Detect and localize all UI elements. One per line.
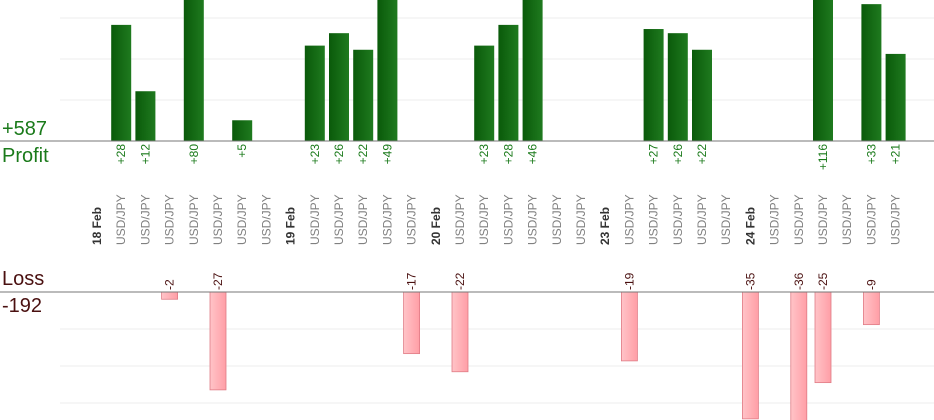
profit-bar — [232, 120, 253, 141]
loss-data-label: -36 — [792, 272, 806, 290]
loss-total: -192 — [2, 295, 43, 317]
category-label: USD/JPY — [501, 194, 515, 245]
profit-gridlines — [60, 17, 934, 101]
profit-data-label: +27 — [647, 144, 661, 165]
date-label: 19 Feb — [284, 207, 298, 245]
loss-bar — [209, 291, 227, 391]
profit-bar — [522, 0, 543, 141]
profit-data-label: +12 — [138, 144, 152, 165]
loss-data-label: -17 — [405, 272, 419, 290]
profit-bar — [861, 4, 882, 141]
loss-bar — [814, 291, 832, 384]
date-label: 23 Feb — [598, 207, 612, 245]
profit-bars — [111, 0, 906, 142]
date-label: 20 Feb — [429, 207, 443, 245]
loss-data-label: -9 — [864, 279, 878, 290]
loss-bar — [161, 291, 179, 300]
loss-data-labels: -2 -27 -17 -22 -19 -35 -36 -25 -9 — [163, 272, 879, 290]
profit-bar — [353, 49, 374, 141]
category-label: USD/JPY — [671, 194, 685, 245]
loss-label: Loss — [2, 268, 45, 290]
category-label: USD/JPY — [332, 194, 346, 245]
profit-data-labels: +28 +12 +80 +5 +23 +26 +22 +49 +23 +28 +46 +27 +26 +2… — [114, 144, 902, 170]
profit-data-label: +80 — [187, 144, 201, 165]
profit-bar — [329, 33, 349, 142]
category-label: USD/JPY — [816, 194, 830, 245]
category-label: USD/JPY — [768, 194, 782, 245]
profit-data-label: +33 — [864, 144, 878, 165]
profit-bar — [135, 91, 156, 141]
profit-data-label: +26 — [671, 144, 685, 165]
profit-bar — [813, 0, 833, 141]
profit-total: +587 — [2, 118, 48, 140]
loss-bars — [161, 291, 880, 420]
category-label: USD/JPY — [840, 194, 854, 245]
profit-data-label: +23 — [477, 144, 491, 165]
category-label: USD/JPY — [889, 194, 903, 245]
profit-data-label: +28 — [501, 144, 515, 165]
category-label: USD/JPY — [380, 194, 394, 245]
category-label: USD/JPY — [622, 194, 636, 245]
loss-bar — [403, 291, 421, 355]
category-label: USD/JPY — [114, 194, 128, 245]
category-labels: 18 Feb USD/JPY USD/JPY USD/JPY USD/JPY USD/JP… — [90, 194, 903, 245]
loss-gridlines — [60, 328, 934, 404]
loss-bar — [742, 291, 759, 420]
profit-data-label: +116 — [816, 144, 830, 170]
profit-data-label: +22 — [356, 144, 370, 165]
profit-bar — [474, 45, 495, 141]
category-label: USD/JPY — [719, 194, 733, 245]
category-label: USD/JPY — [356, 194, 370, 245]
profit-bar — [377, 0, 398, 141]
profit-data-label: +5 — [235, 144, 249, 158]
profit-data-label: +21 — [889, 144, 903, 165]
loss-bar — [790, 291, 808, 420]
category-label: USD/JPY — [187, 194, 201, 245]
category-label: USD/JPY — [695, 194, 709, 245]
loss-data-label: -25 — [816, 272, 830, 290]
profit-bar — [111, 24, 132, 141]
profit-data-label: +28 — [114, 144, 128, 165]
profit-bar — [885, 53, 906, 141]
profit-bar — [183, 0, 204, 141]
category-label: USD/JPY — [526, 194, 540, 245]
category-label: USD/JPY — [647, 194, 661, 245]
profit-data-label: +23 — [308, 144, 322, 165]
profit-data-label: +22 — [695, 144, 709, 165]
category-label: USD/JPY — [163, 194, 177, 245]
category-label: USD/JPY — [477, 194, 491, 245]
profit-bar — [667, 33, 688, 142]
profit-data-label: +49 — [380, 144, 394, 165]
profit-label: Profit — [2, 145, 49, 167]
profit-data-label: +26 — [332, 144, 346, 165]
profit-bar — [304, 45, 325, 141]
category-label: USD/JPY — [235, 194, 249, 245]
category-label: USD/JPY — [792, 194, 806, 245]
loss-data-label: -19 — [622, 272, 636, 290]
category-label: USD/JPY — [864, 194, 878, 245]
profit-bar — [498, 24, 519, 141]
loss-data-label: -22 — [453, 272, 467, 290]
category-label: USD/JPY — [574, 194, 588, 245]
date-label: 24 Feb — [743, 207, 757, 245]
category-label: USD/JPY — [211, 194, 225, 245]
category-label: USD/JPY — [550, 194, 564, 245]
category-label: USD/JPY — [453, 194, 467, 245]
profit-bar — [643, 29, 664, 141]
profit-data-label: +46 — [526, 144, 540, 165]
category-label: USD/JPY — [405, 194, 419, 245]
profit-bar — [692, 49, 712, 141]
loss-bar — [621, 291, 638, 362]
loss-data-label: -35 — [743, 272, 757, 290]
loss-data-label: -2 — [163, 279, 177, 290]
category-label: USD/JPY — [138, 194, 152, 245]
category-label: USD/JPY — [308, 194, 322, 245]
category-label: USD/JPY — [259, 194, 273, 245]
loss-bar — [863, 291, 880, 326]
loss-bar — [451, 291, 469, 373]
date-label: 18 Feb — [90, 207, 104, 245]
loss-data-label: -27 — [211, 272, 225, 290]
